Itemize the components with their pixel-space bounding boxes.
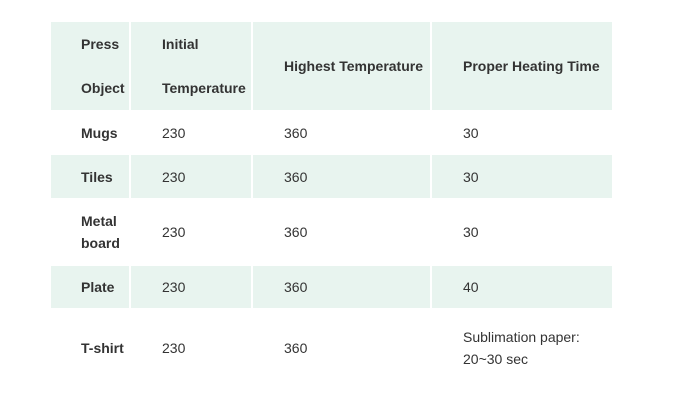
- cell: Metal board: [51, 198, 131, 266]
- row: T-shirt 230 360 Sublimation paper: 20~30…: [51, 308, 612, 387]
- cell: 30: [432, 155, 612, 198]
- cell: 230: [131, 155, 253, 198]
- cell: 360: [253, 110, 432, 155]
- row: Mugs 230 360 30: [51, 110, 612, 155]
- cell: 230: [131, 266, 253, 308]
- cell: 40: [432, 266, 612, 308]
- cell: T-shirt: [51, 308, 131, 387]
- header-cell: Press Object: [51, 22, 131, 110]
- cell: 230: [131, 308, 253, 387]
- header-cell: Proper Heating Time: [432, 22, 612, 110]
- row: Plate 230 360 40: [51, 266, 612, 308]
- row: Metal board 230 360 30: [51, 198, 612, 266]
- cell: 30: [463, 124, 479, 141]
- header-cell: Highest Temperature: [253, 22, 432, 110]
- row: Tiles 230 360 30: [51, 155, 612, 198]
- cell: 360: [253, 198, 432, 266]
- header-cell: Initial Temperature: [131, 22, 253, 110]
- cell: Mugs: [51, 110, 131, 155]
- cell: 360: [253, 266, 432, 308]
- cell: Plate: [51, 266, 131, 308]
- cell: 30: [463, 224, 479, 240]
- cell: 360: [253, 308, 432, 387]
- cell: Sublimation paper: 20~30 sec: [463, 328, 580, 367]
- header-row: Press Object Initial Temperature Highest…: [51, 22, 612, 110]
- cell: 230: [131, 110, 253, 155]
- cell: 360: [253, 155, 432, 198]
- cell: 230: [131, 198, 253, 266]
- cell: Tiles: [51, 155, 131, 198]
- table: Press Object Initial Temperature Highest…: [51, 22, 612, 387]
